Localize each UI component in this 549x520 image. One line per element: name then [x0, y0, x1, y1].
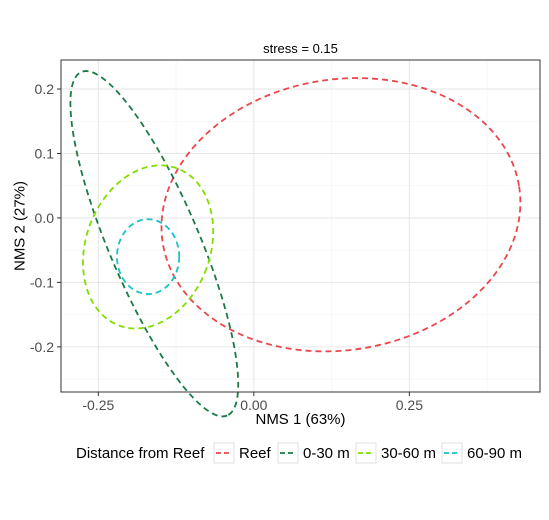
x-axis-ticks: -0.25 0.00 0.25 — [82, 392, 423, 413]
y-tick-label: 0.2 — [35, 81, 55, 97]
legend-label: 60-90 m — [467, 445, 522, 462]
legend: Distance from Reef Reef 0-30 m 30-60 m 60-9… — [76, 442, 522, 464]
plot-panel-background — [61, 60, 540, 392]
plot-panel-border — [60, 59, 541, 393]
legend-title: Distance from Reef — [76, 445, 205, 462]
y-tick-label: -0.1 — [30, 274, 54, 290]
y-tick-label: -0.2 — [30, 339, 54, 355]
x-tick-label: 0.25 — [396, 397, 423, 413]
x-tick-label: -0.25 — [82, 397, 114, 413]
ellipse-30-60-m — [82, 164, 215, 330]
legend-label: 30-60 m — [381, 445, 436, 462]
legend-items: Reef 0-30 m 30-60 m 60-90 m — [213, 442, 522, 464]
plot-title: stress = 0.15 — [263, 41, 338, 56]
ellipse-60-90-m — [116, 218, 181, 295]
legend-label: Reef — [239, 445, 272, 462]
y-tick-label: 0.1 — [35, 145, 55, 161]
x-tick-label: 0.00 — [240, 397, 267, 413]
grid-minor — [61, 60, 540, 392]
y-axis-ticks: -0.2 -0.1 0.0 0.1 0.2 — [30, 81, 61, 355]
legend-label: 0-30 m — [303, 445, 350, 462]
x-axis-title: NMS 1 (63%) — [255, 411, 345, 428]
y-axis-title: NMS 2 (27%) — [12, 181, 29, 271]
y-tick-label: 0.0 — [35, 210, 55, 226]
plot-panel — [60, 59, 541, 418]
